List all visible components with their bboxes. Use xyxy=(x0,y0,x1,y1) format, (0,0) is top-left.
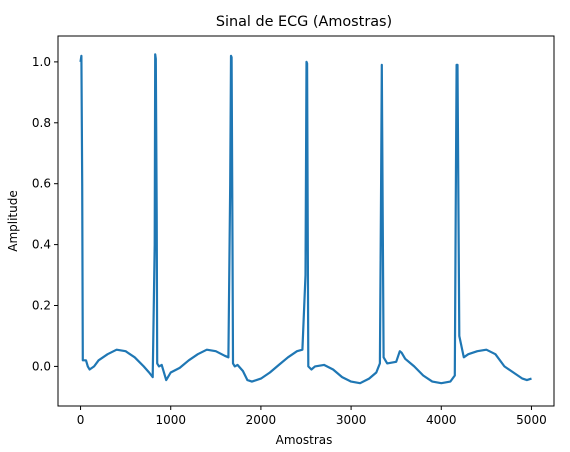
y-tick-label: 0.4 xyxy=(32,238,51,252)
y-tick-label: 1.0 xyxy=(32,55,51,69)
axes: 0 1000 2000 3000 4000 5000 0.0 0.2 0.4 0.6 0.8 1.0 xyxy=(32,35,555,427)
x-tick-label: 2000 xyxy=(246,413,277,427)
plot-area xyxy=(79,53,532,385)
x-tick-label: 3000 xyxy=(336,413,367,427)
y-axis-label: Amplitude xyxy=(6,190,20,252)
plot-frame xyxy=(57,35,555,407)
chart-title: Sinal de ECG (Amostras) xyxy=(216,14,392,30)
y-tick-label: 0.2 xyxy=(32,299,51,313)
x-tick-label: 4000 xyxy=(426,413,457,427)
x-tick-label: 1000 xyxy=(155,413,186,427)
ecg-series-line-0 xyxy=(79,53,532,385)
x-tick-label: 5000 xyxy=(516,413,547,427)
y-tick-label: 0.8 xyxy=(32,116,51,130)
x-axis-label: Amostras xyxy=(276,433,333,447)
y-tick-label: 0.0 xyxy=(32,359,51,373)
y-tick-label: 0.6 xyxy=(32,177,51,191)
x-tick-label: 0 xyxy=(77,413,85,427)
